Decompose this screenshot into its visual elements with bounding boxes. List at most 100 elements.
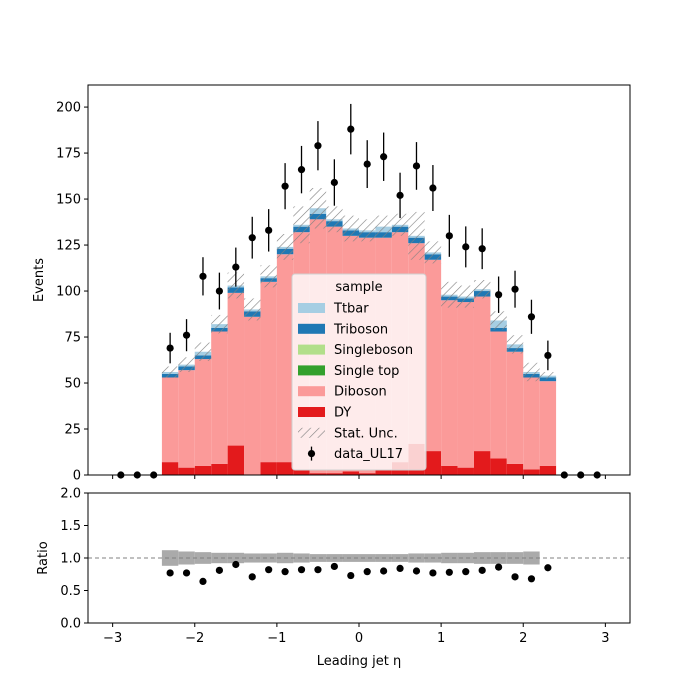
data-point xyxy=(380,153,388,161)
stat-unc-band xyxy=(293,206,310,244)
bar-dy xyxy=(342,471,359,475)
ratio-point xyxy=(396,564,404,573)
ratio-point xyxy=(314,566,322,574)
data-point xyxy=(297,166,306,174)
y-tick-label: 100 xyxy=(56,285,81,300)
y-tick-label: 0 xyxy=(73,469,81,484)
ratio-unc-band xyxy=(359,554,376,562)
data-point xyxy=(527,313,536,321)
ratio-unc-band xyxy=(161,550,179,566)
bar-diboson xyxy=(490,331,507,459)
bar-dy xyxy=(309,473,327,475)
x-tick-label: −1 xyxy=(267,631,286,646)
y-axis-label: Events xyxy=(32,258,47,302)
stat-unc-band xyxy=(523,362,540,382)
legend-label-dy: DY xyxy=(334,406,351,421)
bar-diboson xyxy=(227,292,245,446)
ratio-point xyxy=(297,566,306,574)
ratio-unc-band xyxy=(408,553,425,563)
ratio-point xyxy=(445,568,453,576)
ratio-point xyxy=(380,567,388,575)
legend-swatch-singleboson xyxy=(298,344,325,355)
stat-unc-band xyxy=(326,206,343,233)
stat-unc-band xyxy=(309,188,327,229)
bar-diboson xyxy=(260,281,277,463)
y-tick-label: 150 xyxy=(56,193,81,208)
bar-dy xyxy=(441,465,458,475)
ratio-point xyxy=(248,573,256,581)
y-tick-label: 175 xyxy=(56,147,81,162)
bar-dy xyxy=(211,463,228,475)
stat-unc-band xyxy=(178,357,195,372)
bar-diboson xyxy=(457,302,474,468)
stat-unc-band xyxy=(375,215,392,238)
legend-label-singleboson: Singleboson xyxy=(334,343,413,358)
stat-unc-band xyxy=(391,213,409,236)
data-point xyxy=(445,232,453,240)
bar-diboson xyxy=(473,296,491,452)
legend-swatch-dy xyxy=(298,407,325,417)
bar-dy xyxy=(539,465,557,475)
legend-swatch-diboson xyxy=(298,386,325,397)
ratio-y-tick-label: 2.0 xyxy=(60,487,81,502)
data-point xyxy=(412,162,421,170)
ratio-point xyxy=(232,560,240,569)
stat-unc-band xyxy=(211,314,228,334)
bar-dy xyxy=(194,465,212,475)
bar-dy xyxy=(178,467,195,475)
ratio-y-tick-label: 0.0 xyxy=(60,617,81,632)
bar-diboson xyxy=(276,254,294,463)
y-tick-label: 25 xyxy=(64,423,81,438)
ratio-point xyxy=(544,564,552,572)
ratio-panel: 0.0 0.5 1.0 1.5 2.0 −3 −2 −1 0 1 2 3 Ratio Leading je… xyxy=(36,487,631,669)
ratio-unc-band xyxy=(391,554,409,562)
x-tick-label: 3 xyxy=(601,631,609,646)
bar-diboson xyxy=(424,259,442,452)
x-tick-label: −3 xyxy=(103,631,122,646)
bar-dy xyxy=(506,463,524,475)
data-point xyxy=(511,285,519,293)
stat-unc-band xyxy=(408,211,425,260)
legend-swatch-ttbar xyxy=(298,303,325,313)
data-point xyxy=(265,226,273,234)
data-point xyxy=(281,182,289,190)
data-point xyxy=(363,160,371,168)
ratio-point xyxy=(527,575,536,583)
bar-dy xyxy=(490,458,507,475)
bar-diboson xyxy=(211,331,228,464)
bar-dy xyxy=(293,469,310,475)
bar-diboson xyxy=(523,377,540,470)
legend-label-single-top: Single top xyxy=(334,364,399,379)
stat-unc-band xyxy=(342,215,359,242)
legend-label-ttbar: Ttbar xyxy=(333,302,369,317)
ratio-point xyxy=(462,568,470,576)
stat-unc-band xyxy=(490,311,507,330)
ratio-point xyxy=(330,562,338,571)
data-point xyxy=(232,263,240,271)
x-tick-label: 2 xyxy=(519,631,527,646)
bar-dy xyxy=(523,469,540,475)
legend-box xyxy=(291,273,427,471)
data-point xyxy=(429,184,437,192)
ratio-y-axis-label: Ratio xyxy=(36,541,51,574)
stat-unc-band xyxy=(244,298,261,321)
bar-dy xyxy=(227,445,245,475)
ratio-point xyxy=(281,568,289,576)
legend-label-data_ul17: data_UL17 xyxy=(334,447,403,462)
data-point xyxy=(462,243,470,251)
stat-unc-band xyxy=(441,281,458,308)
bar-diboson xyxy=(539,381,557,466)
bar-diboson xyxy=(506,351,524,464)
ratio-point xyxy=(182,569,191,577)
y-tick-label: 50 xyxy=(64,377,81,392)
ratio-y-tick-label: 1.0 xyxy=(60,552,81,567)
stat-unc-band xyxy=(457,285,474,308)
bar-dy xyxy=(260,462,277,475)
x-tick-label: 1 xyxy=(437,631,445,646)
data-point xyxy=(396,191,404,199)
legend-label-stat-unc: Stat. Unc. xyxy=(334,426,398,441)
bar-dy xyxy=(473,451,491,475)
legend-label-diboson: Diboson xyxy=(334,385,387,400)
stat-unc-band xyxy=(424,241,442,264)
